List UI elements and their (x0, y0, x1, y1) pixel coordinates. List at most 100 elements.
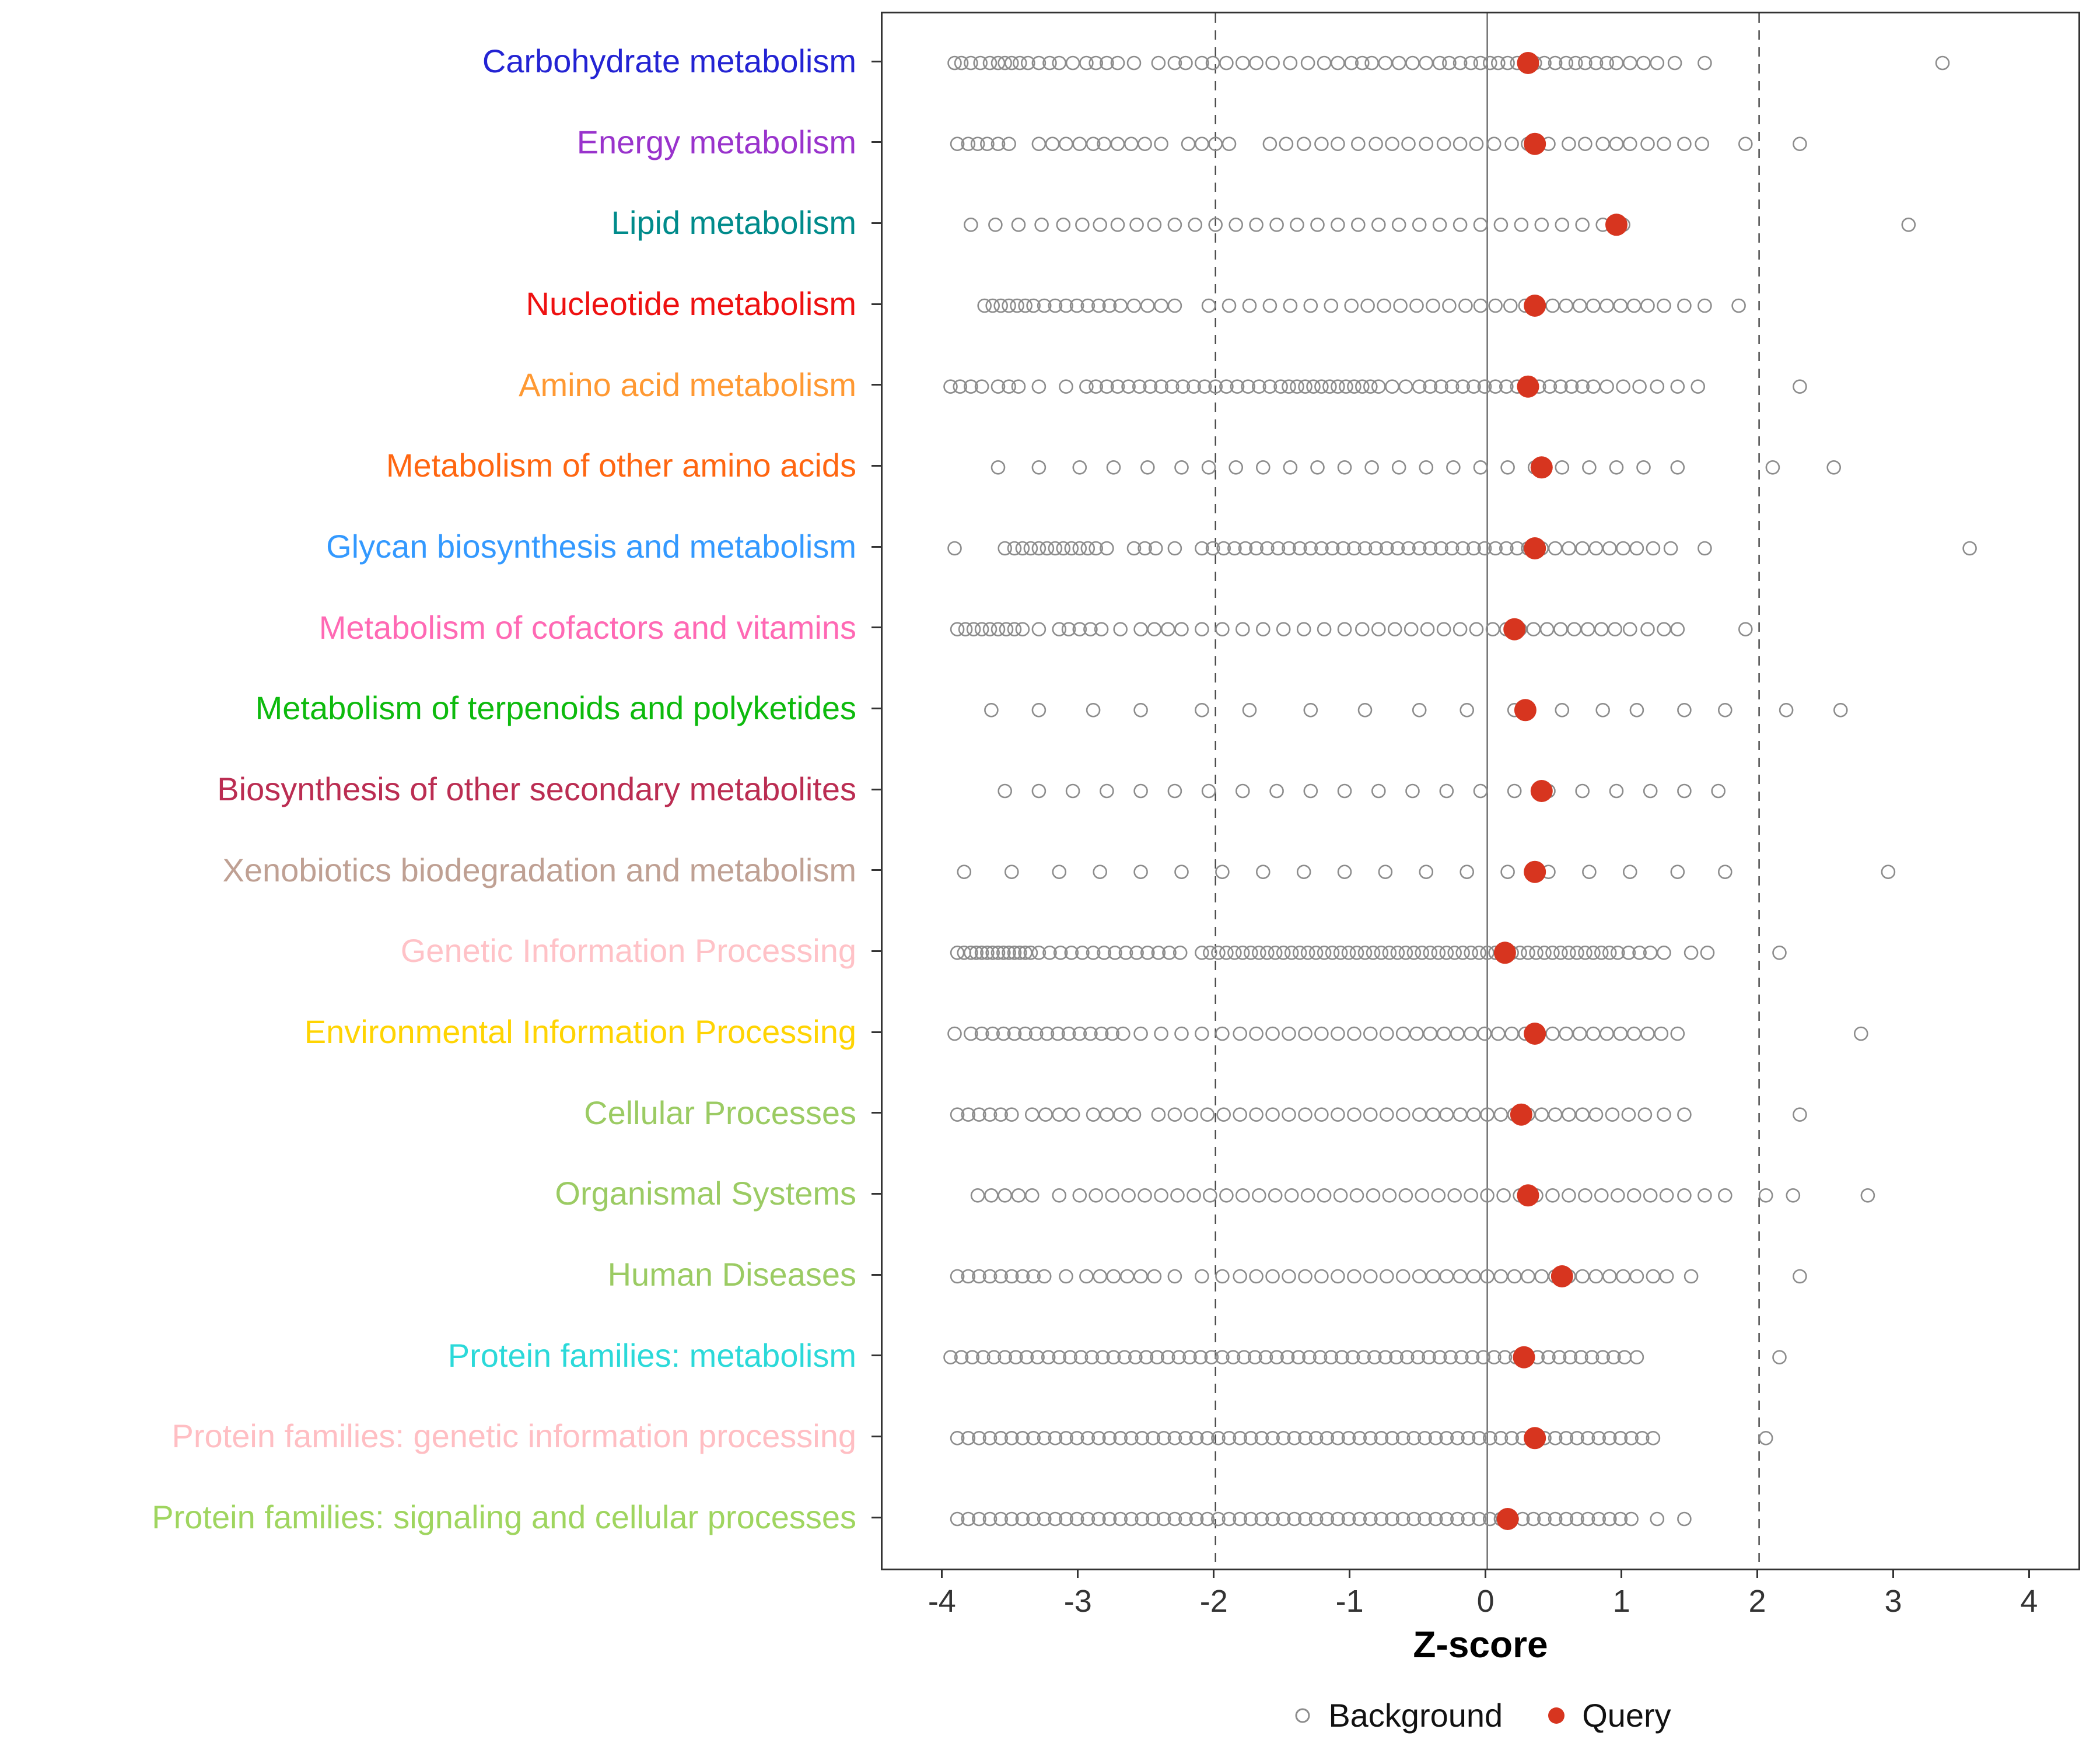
background-point (1624, 1511, 1639, 1527)
background-point (1609, 136, 1624, 151)
background-point (950, 1431, 965, 1446)
background-point (1367, 1350, 1382, 1364)
background-point (1167, 783, 1182, 799)
background-point (1129, 946, 1144, 960)
background-point (1298, 1269, 1312, 1284)
background-point (1493, 1107, 1508, 1122)
background-point (1052, 55, 1067, 71)
query-point (1530, 780, 1553, 802)
background-point (1412, 217, 1427, 232)
background-point (1654, 1026, 1669, 1041)
background-point (974, 1026, 989, 1041)
background-point (1162, 946, 1177, 960)
background-point (1303, 703, 1318, 718)
background-point (1455, 946, 1471, 960)
background-point (1465, 1350, 1480, 1364)
background-point (1406, 1431, 1422, 1446)
background-point (1031, 460, 1046, 475)
background-point (1595, 136, 1610, 151)
background-point (1160, 1350, 1175, 1364)
background-point (1086, 136, 1101, 151)
background-point (1521, 946, 1535, 960)
background-point (1432, 217, 1447, 232)
background-point (1657, 946, 1671, 960)
background-point (1193, 1350, 1208, 1364)
background-point (1718, 864, 1732, 879)
background-point (1488, 298, 1503, 313)
background-point (1102, 1511, 1117, 1527)
background-point (1442, 298, 1457, 313)
background-point (1507, 783, 1522, 799)
background-point (1600, 1026, 1614, 1041)
query-point (1524, 860, 1546, 883)
background-point (1510, 541, 1525, 556)
background-point (970, 136, 985, 151)
background-point (1567, 622, 1581, 636)
background-point (1738, 622, 1753, 636)
x-tick-label: -1 (1335, 1584, 1364, 1619)
background-point (1167, 298, 1182, 313)
background-point (1646, 541, 1661, 556)
background-point (1105, 1026, 1120, 1041)
background-point (1031, 136, 1046, 151)
background-point (1374, 946, 1389, 960)
query-point (1510, 1103, 1532, 1126)
background-point (1296, 136, 1311, 151)
background-point (1269, 217, 1284, 232)
background-point (1007, 1026, 1022, 1041)
background-point (1276, 622, 1291, 636)
background-point (984, 1188, 999, 1203)
background-point (1108, 946, 1122, 960)
background-point (1238, 541, 1253, 556)
background-point (1254, 1511, 1269, 1527)
background-point (1480, 946, 1494, 960)
background-point (1439, 946, 1454, 960)
background-point (1395, 1511, 1410, 1527)
background-point (1167, 1431, 1182, 1446)
background-point (1195, 541, 1209, 556)
background-point (1659, 1269, 1674, 1284)
x-tick-mark (1620, 1569, 1623, 1578)
background-point (1450, 1511, 1465, 1527)
background-point (1595, 1350, 1610, 1364)
background-point (1331, 379, 1345, 394)
background-point (991, 622, 1006, 636)
background-point (1203, 946, 1217, 960)
background-point (1534, 217, 1549, 232)
background-point (1079, 55, 1094, 71)
background-point (1452, 217, 1468, 232)
background-point (1021, 55, 1035, 71)
background-point (1398, 379, 1413, 394)
query-point (1524, 132, 1546, 155)
query-point (1524, 1023, 1546, 1045)
background-point (1461, 1431, 1476, 1446)
background-point (1219, 379, 1234, 394)
background-point (1444, 541, 1460, 556)
background-point (1493, 217, 1508, 232)
background-point (1317, 1188, 1332, 1203)
background-point (1079, 379, 1094, 394)
background-point (1477, 379, 1492, 394)
background-point (1578, 1188, 1592, 1203)
background-point (1030, 1350, 1045, 1364)
background-point (1024, 1188, 1040, 1203)
background-point (1575, 1107, 1590, 1122)
background-point (982, 622, 998, 636)
background-point (1833, 703, 1848, 718)
background-point (1124, 1431, 1139, 1446)
background-point (1572, 298, 1587, 313)
legend-background-label: Background (1328, 1697, 1503, 1734)
background-point (991, 379, 1006, 394)
background-point (1308, 1511, 1324, 1527)
background-point (1339, 379, 1353, 394)
background-point (1349, 1188, 1364, 1203)
background-point (1167, 1269, 1182, 1284)
background-point (1473, 298, 1488, 313)
background-point (1235, 783, 1250, 799)
background-point (1079, 1269, 1094, 1284)
background-point (1472, 946, 1487, 960)
background-point (1401, 541, 1416, 556)
background-point (1262, 379, 1278, 394)
background-point (1464, 55, 1479, 71)
category-label: Metabolism of cofactors and vitamins (318, 608, 856, 646)
